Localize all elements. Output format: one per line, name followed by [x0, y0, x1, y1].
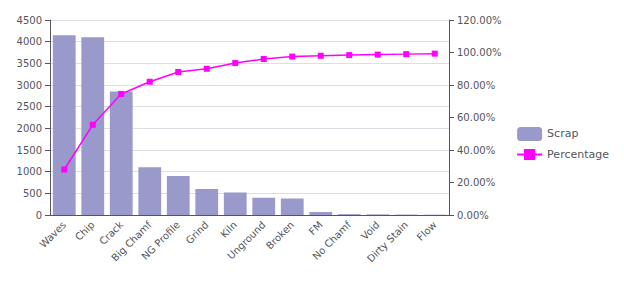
svg-text:1000: 1000 [17, 166, 42, 177]
svg-text:Dirty Stain: Dirty Stain [365, 219, 410, 264]
svg-text:No Chamf: No Chamf [310, 219, 353, 262]
svg-text:20.00%: 20.00% [457, 177, 495, 188]
svg-text:NG Profile: NG Profile [139, 219, 182, 262]
svg-text:Chip: Chip [73, 219, 97, 243]
svg-text:0: 0 [36, 210, 42, 221]
svg-text:4000: 4000 [17, 36, 42, 47]
svg-text:Scrap: Scrap [547, 127, 578, 140]
svg-text:Unground: Unground [225, 219, 267, 261]
svg-text:120.00%: 120.00% [457, 15, 502, 26]
svg-text:0.00%: 0.00% [457, 210, 489, 221]
svg-text:2000: 2000 [17, 123, 42, 134]
svg-text:3500: 3500 [17, 58, 42, 69]
svg-text:Kiln: Kiln [218, 219, 239, 240]
svg-text:Grind: Grind [184, 219, 211, 246]
svg-text:Big Chamf: Big Chamf [109, 219, 154, 264]
svg-text:Flow: Flow [415, 219, 439, 243]
svg-text:Broken: Broken [264, 219, 296, 251]
svg-text:Void: Void [359, 219, 382, 242]
svg-text:500: 500 [23, 188, 42, 199]
svg-text:40.00%: 40.00% [457, 145, 495, 156]
svg-text:4500: 4500 [17, 15, 42, 26]
svg-text:100.00%: 100.00% [457, 47, 502, 58]
svg-text:Waves: Waves [37, 219, 68, 250]
svg-text:2500: 2500 [17, 101, 42, 112]
svg-text:Crack: Crack [97, 219, 126, 247]
svg-text:60.00%: 60.00% [457, 112, 495, 123]
svg-text:1500: 1500 [17, 145, 42, 156]
svg-text:Percentage: Percentage [547, 148, 609, 161]
svg-text:FM: FM [307, 219, 325, 237]
svg-text:80.00%: 80.00% [457, 80, 495, 91]
svg-text:3000: 3000 [17, 80, 42, 91]
